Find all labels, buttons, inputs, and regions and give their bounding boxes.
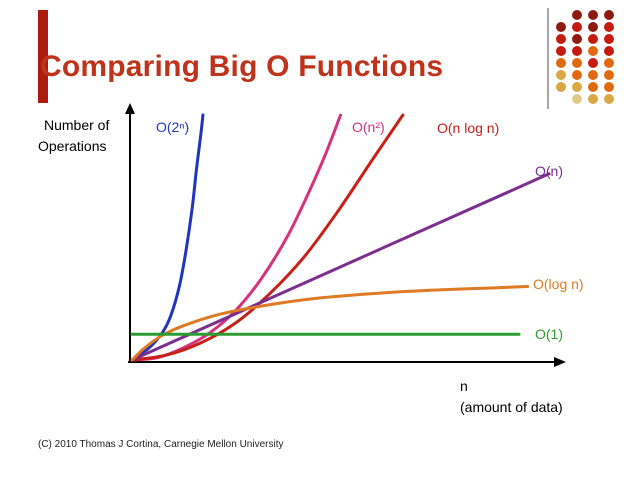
dot bbox=[588, 82, 598, 92]
dot bbox=[588, 46, 598, 56]
page-title: Comparing Big O Functions bbox=[40, 50, 444, 83]
curve-label-o-log-n: O(log n) bbox=[533, 276, 584, 292]
dot bbox=[604, 82, 614, 92]
dot bbox=[572, 82, 582, 92]
dot bbox=[572, 58, 582, 68]
curve-o-n bbox=[130, 172, 551, 362]
dot bbox=[572, 70, 582, 80]
dot bbox=[556, 70, 566, 80]
dot bbox=[556, 46, 566, 56]
dot bbox=[604, 34, 614, 44]
dot bbox=[604, 46, 614, 56]
y-axis-label-line-1: Number of bbox=[44, 117, 110, 133]
curve-label-o-1: O(1) bbox=[535, 326, 563, 342]
dot bbox=[572, 34, 582, 44]
dot bbox=[604, 70, 614, 80]
dot bbox=[572, 10, 582, 20]
dot bbox=[604, 94, 614, 104]
footer-credit: (C) 2010 Thomas J Cortina, Carnegie Mell… bbox=[38, 439, 284, 450]
x-axis-label-line-1: n bbox=[460, 378, 468, 394]
curve-o-log-n bbox=[130, 285, 530, 362]
dot-grid-decoration bbox=[556, 10, 618, 114]
dot bbox=[572, 46, 582, 56]
y-axis-arrow-icon bbox=[125, 103, 135, 114]
dot bbox=[588, 10, 598, 20]
dot bbox=[604, 22, 614, 32]
dot bbox=[556, 22, 566, 32]
x-axis-arrow-icon bbox=[554, 357, 566, 367]
dot bbox=[588, 58, 598, 68]
dot bbox=[588, 94, 598, 104]
accent-bar bbox=[38, 10, 48, 103]
dot bbox=[588, 70, 598, 80]
dot bbox=[556, 58, 566, 68]
dot bbox=[588, 22, 598, 32]
dot bbox=[556, 82, 566, 92]
curve-label-o-2-pow-n: O(2ⁿ) bbox=[156, 119, 190, 135]
dot bbox=[556, 34, 566, 44]
dot bbox=[604, 58, 614, 68]
y-axis-label-line-2: Operations bbox=[38, 138, 107, 154]
x-axis-label-line-2: (amount of data) bbox=[460, 399, 563, 415]
curve-label-o-n-squared: O(n²) bbox=[352, 119, 385, 135]
dot bbox=[572, 94, 582, 104]
curve-label-o-n-log-n: O(n log n) bbox=[437, 120, 500, 136]
dot bbox=[604, 10, 614, 20]
dot bbox=[572, 22, 582, 32]
dot bbox=[588, 34, 598, 44]
curve-o-n-log-n bbox=[130, 113, 405, 362]
vertical-divider bbox=[547, 8, 549, 109]
curve-label-o-n: O(n) bbox=[535, 163, 563, 179]
